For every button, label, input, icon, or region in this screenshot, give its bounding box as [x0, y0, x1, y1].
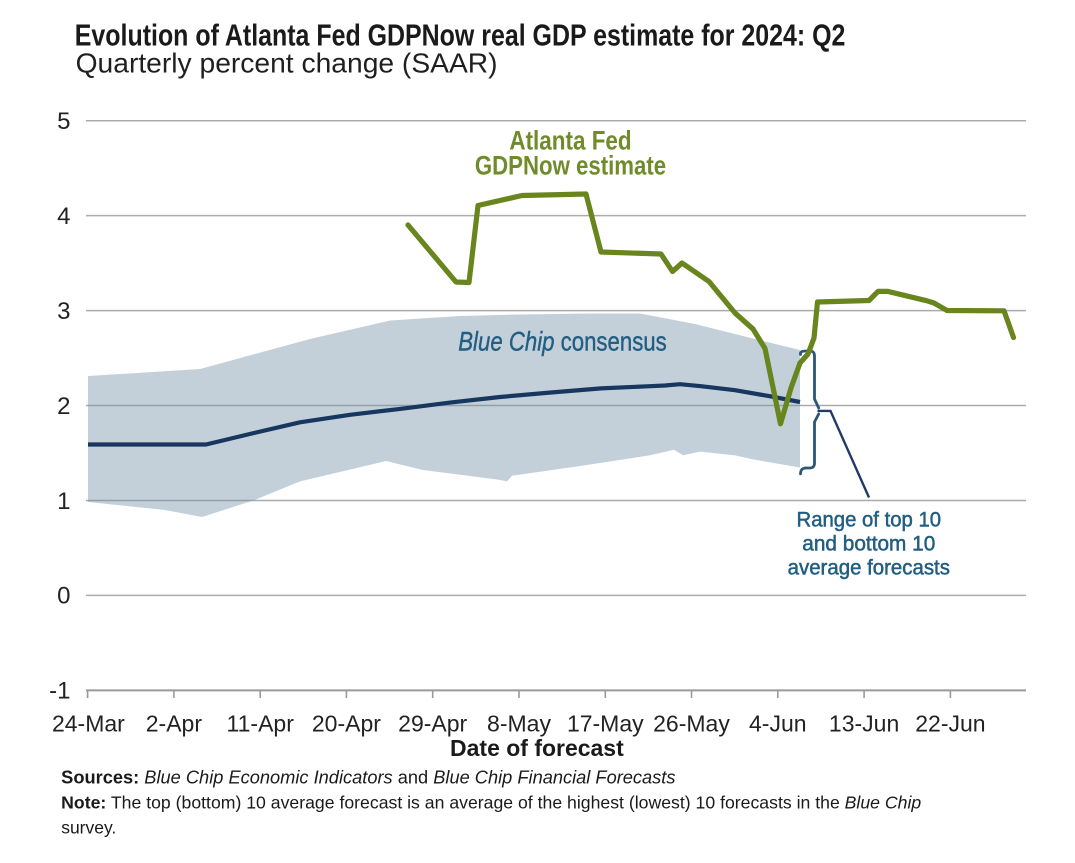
svg-text:Evolution of Atlanta Fed GDPNo: Evolution of Atlanta Fed GDPNow real GDP…: [75, 18, 846, 53]
svg-text:Sources: Blue Chip Economic In: Sources: Blue Chip Economic Indicators a…: [61, 768, 675, 788]
svg-text:8-May: 8-May: [487, 711, 551, 737]
svg-text:survey.: survey.: [61, 818, 116, 838]
svg-text:Note: The top (bottom) 10 aver: Note: The top (bottom) 10 average foreca…: [61, 793, 921, 813]
svg-text:22-Jun: 22-Jun: [915, 711, 985, 737]
svg-text:and bottom 10: and bottom 10: [802, 533, 935, 556]
svg-text:4-Jun: 4-Jun: [749, 711, 807, 737]
svg-text:13-Jun: 13-Jun: [829, 711, 899, 737]
svg-text:17-May: 17-May: [567, 711, 644, 737]
svg-text:Blue Chip consensus: Blue Chip consensus: [458, 327, 667, 357]
svg-text:Atlanta Fed: Atlanta Fed: [509, 125, 631, 155]
svg-text:average forecasts: average forecasts: [788, 557, 950, 580]
svg-text:5: 5: [57, 108, 70, 135]
svg-text:24-Mar: 24-Mar: [52, 711, 125, 737]
svg-text:Date of forecast: Date of forecast: [450, 735, 624, 761]
svg-text:-1: -1: [49, 678, 70, 705]
svg-text:1: 1: [57, 488, 70, 515]
svg-text:11-Apr: 11-Apr: [227, 711, 295, 737]
svg-text:29-Apr: 29-Apr: [398, 711, 467, 737]
svg-text:3: 3: [57, 298, 70, 325]
svg-text:0: 0: [57, 583, 70, 610]
svg-text:2-Apr: 2-Apr: [146, 711, 203, 737]
svg-text:4: 4: [57, 203, 70, 230]
svg-text:Range of top 10: Range of top 10: [797, 509, 942, 532]
svg-text:2: 2: [57, 393, 70, 420]
svg-text:Quarterly percent change (SAAR: Quarterly percent change (SAAR): [76, 47, 498, 78]
svg-text:GDPNow estimate: GDPNow estimate: [475, 151, 666, 181]
svg-text:20-Apr: 20-Apr: [312, 711, 381, 737]
svg-text:26-May: 26-May: [653, 711, 730, 737]
